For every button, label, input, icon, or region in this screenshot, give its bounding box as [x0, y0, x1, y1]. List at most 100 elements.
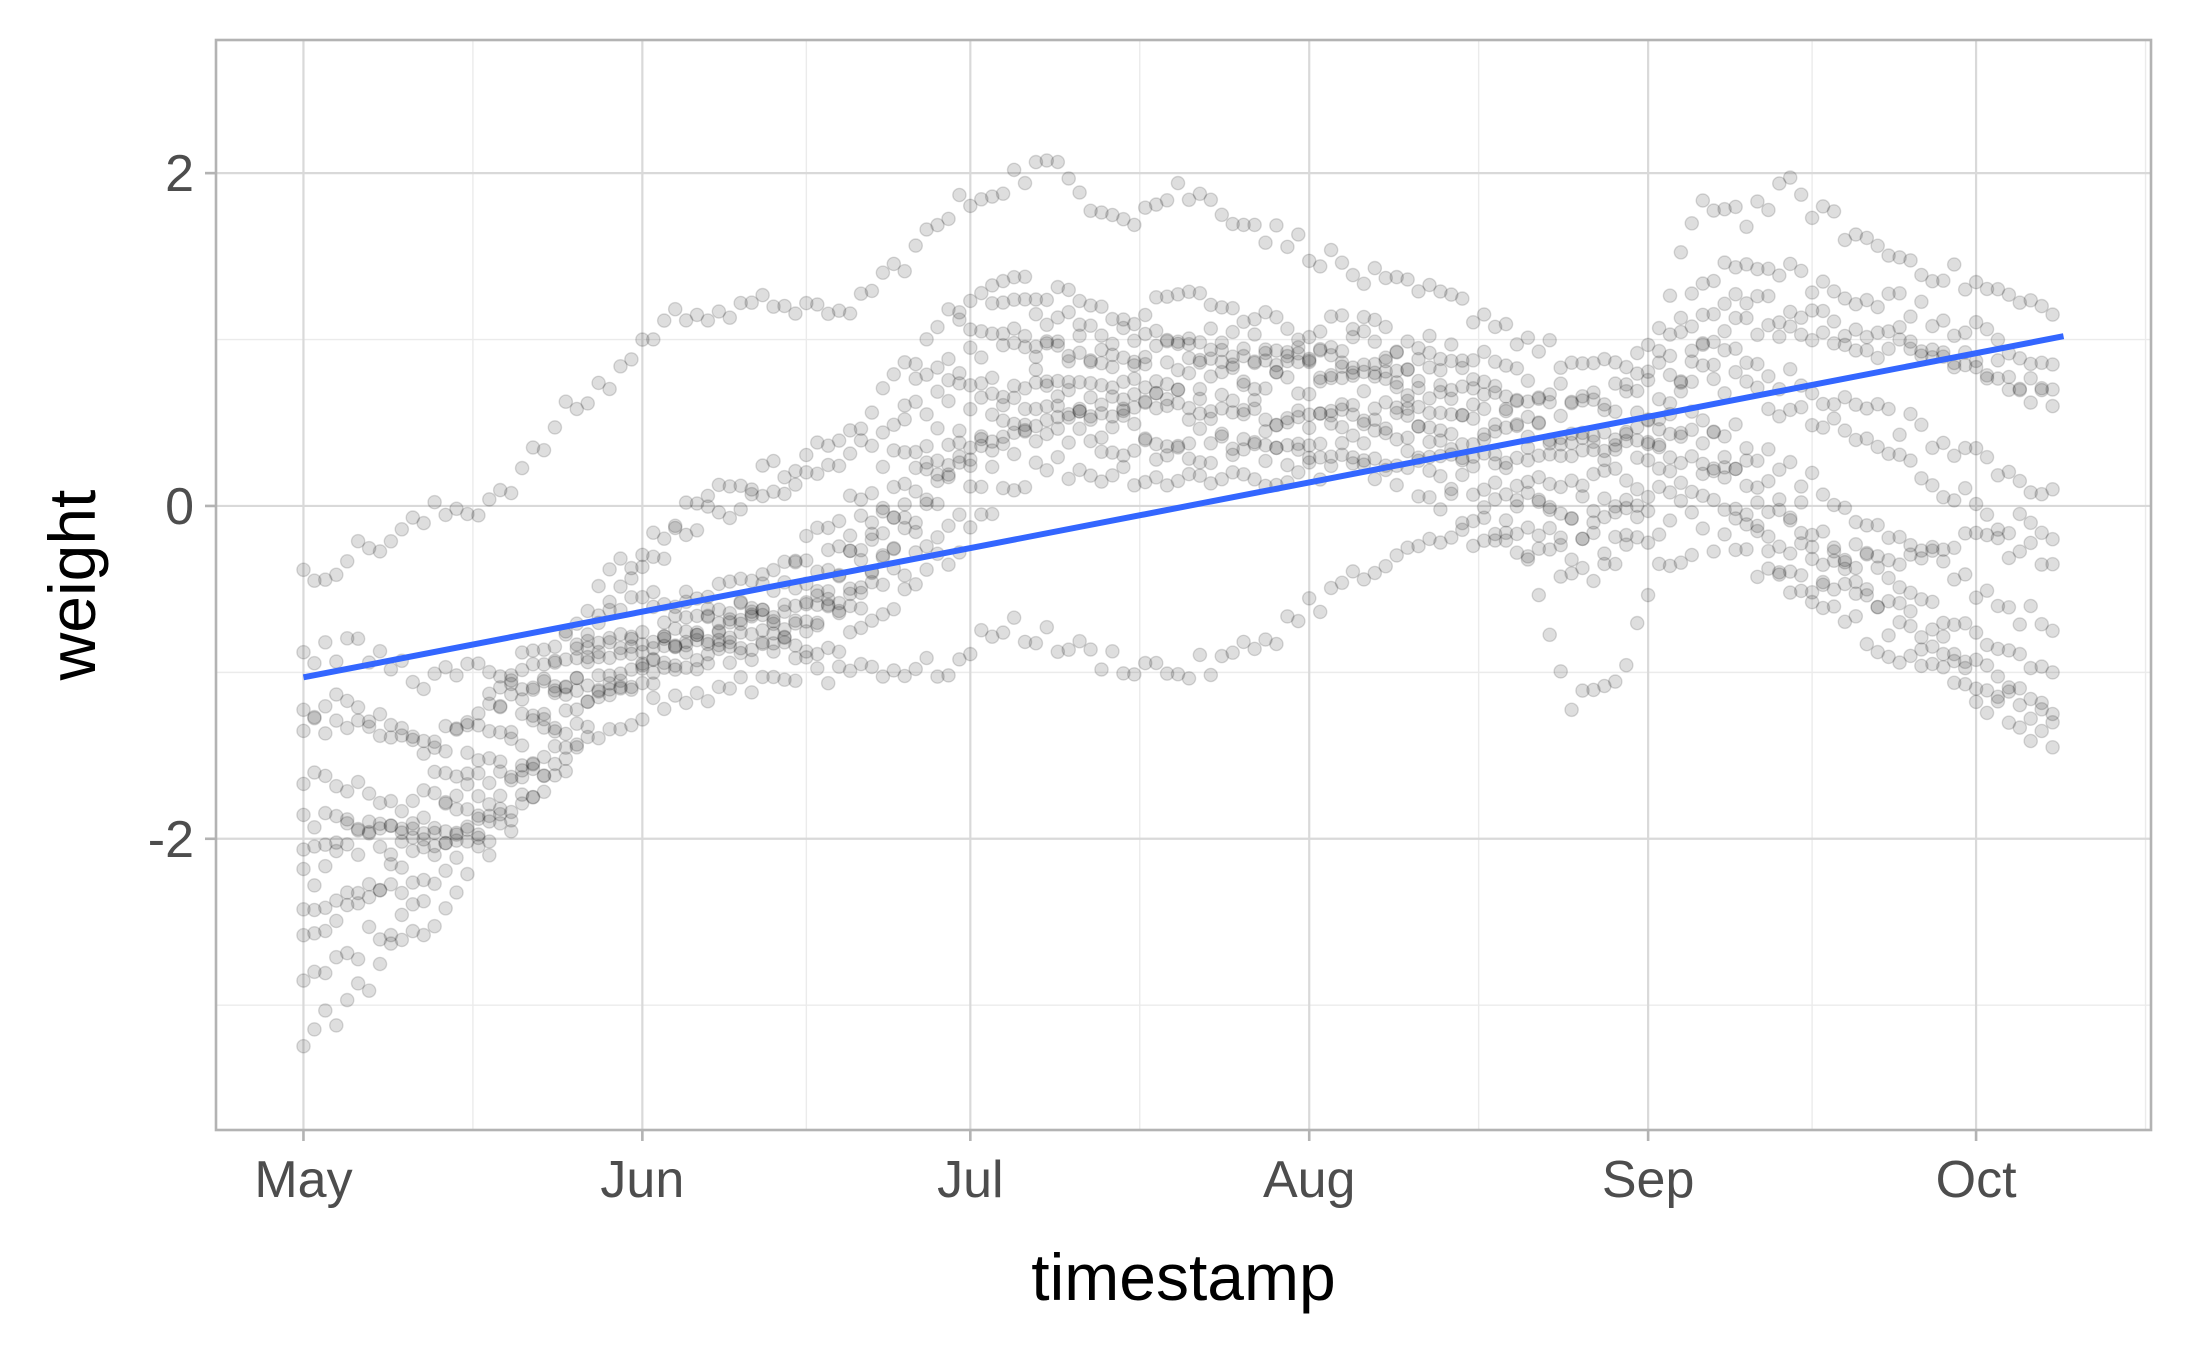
- data-point: [1280, 369, 1295, 385]
- data-point: [678, 584, 694, 600]
- data-point: [1433, 351, 1448, 367]
- data-point: [460, 777, 475, 792]
- data-point: [547, 655, 563, 670]
- data-point: [591, 684, 606, 699]
- data-point: [1597, 397, 1612, 412]
- data-point: [1050, 449, 1066, 465]
- data-point: [438, 744, 453, 759]
- data-point: [2001, 600, 2017, 615]
- data-point: [460, 656, 475, 672]
- data-point: [460, 766, 475, 781]
- data-point: [733, 625, 749, 640]
- data-point: [1094, 397, 1109, 413]
- data-point: [733, 501, 749, 517]
- data-point: [1039, 426, 1055, 442]
- data-point: [1247, 401, 1262, 417]
- data-point: [777, 630, 792, 646]
- data-point: [1903, 406, 1918, 422]
- data-point: [1105, 311, 1120, 327]
- data-point: [427, 820, 442, 836]
- data-point: [1881, 570, 1896, 586]
- data-point: [1695, 488, 1711, 504]
- data-point: [1465, 371, 1481, 387]
- data-point: [1028, 375, 1044, 390]
- data-point: [733, 640, 749, 656]
- data-point: [820, 597, 836, 613]
- data-point: [1225, 645, 1240, 661]
- data-point: [1706, 371, 1721, 387]
- data-point: [1946, 540, 1962, 556]
- data-point: [613, 579, 628, 594]
- data-point: [547, 653, 563, 669]
- data-point: [842, 446, 858, 461]
- data-point: [646, 634, 661, 650]
- data-point: [646, 652, 661, 668]
- data-point: [1422, 391, 1437, 406]
- data-point: [1608, 355, 1623, 370]
- data-point: [350, 823, 366, 838]
- data-point: [602, 381, 617, 397]
- data-point: [974, 375, 989, 391]
- data-point: [1345, 397, 1361, 413]
- data-point: [558, 679, 574, 694]
- data-point: [1782, 361, 1798, 377]
- data-point: [766, 644, 781, 659]
- data-point: [1979, 527, 1995, 543]
- data-point: [1881, 593, 1896, 609]
- data-point: [1750, 327, 1765, 343]
- data-point: [919, 539, 934, 554]
- data-point: [1673, 475, 1689, 491]
- data-point: [1028, 362, 1044, 378]
- data-point: [1782, 585, 1798, 600]
- data-point: [646, 525, 661, 541]
- data-point: [810, 597, 825, 613]
- data-point: [864, 283, 880, 299]
- data-point: [1148, 385, 1164, 401]
- data-point: [1192, 355, 1208, 370]
- data-point: [1553, 537, 1568, 553]
- data-point: [569, 716, 585, 732]
- data-point: [1564, 511, 1579, 527]
- data-point: [492, 764, 508, 779]
- data-point: [1334, 419, 1350, 435]
- data-point: [842, 543, 858, 559]
- data-point: [1553, 408, 1568, 424]
- data-point: [514, 763, 530, 778]
- data-point: [481, 848, 497, 863]
- data-point: [307, 1022, 322, 1037]
- data-point: [1323, 458, 1339, 474]
- data-point: [1640, 337, 1656, 353]
- data-point: [1389, 477, 1404, 493]
- data-point: [361, 719, 377, 735]
- data-point: [1586, 434, 1601, 450]
- data-point: [1662, 558, 1678, 574]
- data-point: [471, 811, 486, 827]
- data-point: [1487, 533, 1503, 548]
- data-point: [1695, 193, 1711, 208]
- data-point: [700, 646, 716, 662]
- data-point: [1476, 401, 1492, 417]
- data-point: [1148, 323, 1164, 339]
- data-point: [1673, 324, 1689, 340]
- data-point: [2001, 643, 2017, 658]
- data-point: [919, 455, 934, 470]
- data-point: [820, 598, 836, 614]
- data-point: [1061, 435, 1076, 450]
- data-point: [1586, 515, 1601, 530]
- data-point: [930, 496, 945, 512]
- data-point: [1291, 227, 1306, 242]
- data-point: [1608, 556, 1623, 572]
- data-point: [547, 756, 563, 772]
- data-point: [1761, 504, 1776, 520]
- data-point: [339, 812, 355, 827]
- data-point: [777, 622, 792, 637]
- data-point: [1673, 310, 1689, 326]
- data-point: [1739, 310, 1754, 326]
- data-point: [766, 562, 781, 578]
- data-point: [1312, 370, 1328, 386]
- data-point: [1826, 540, 1842, 555]
- data-point: [503, 804, 519, 820]
- data-point: [1367, 334, 1383, 350]
- data-point: [1640, 489, 1656, 505]
- data-point: [689, 661, 705, 677]
